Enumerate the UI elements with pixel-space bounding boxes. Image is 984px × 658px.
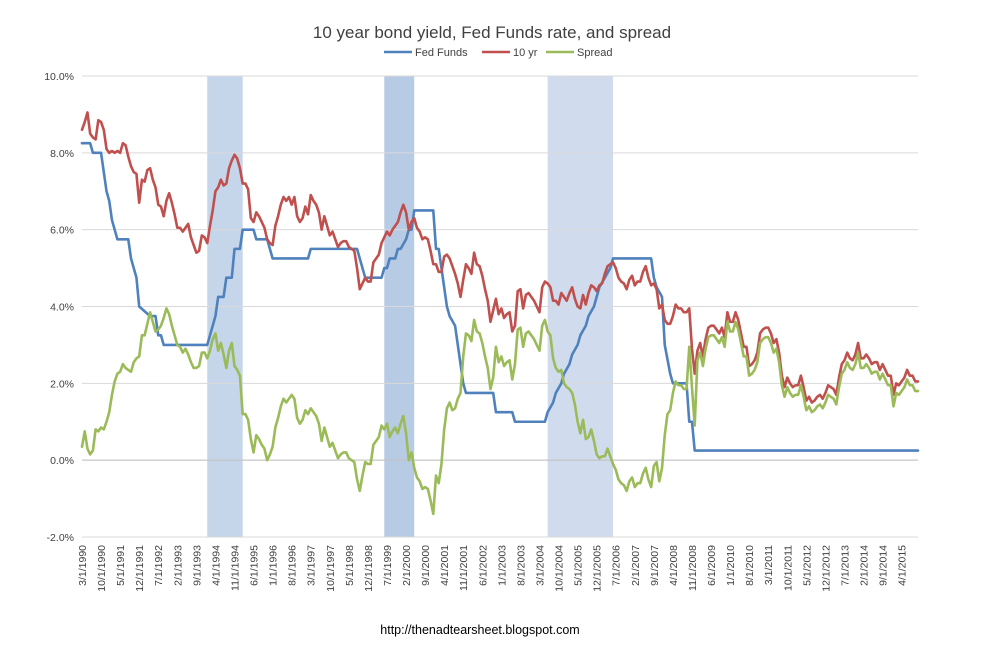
x-tick-label: 9/1/2000 bbox=[420, 545, 432, 586]
x-tick-label: 4/1/2015 bbox=[897, 545, 909, 586]
x-tick-label: 12/1/2012 bbox=[820, 545, 832, 592]
x-tick-label: 10/1/2011 bbox=[782, 545, 794, 591]
x-tick-label: 3/1/1997 bbox=[306, 545, 318, 586]
source-footer: http://thenadtearsheet.blogspot.com bbox=[380, 623, 579, 637]
x-tick-label: 8/1/2010 bbox=[744, 545, 756, 586]
x-tick-label: 2/1/2014 bbox=[859, 545, 871, 586]
y-tick-label: 2.0% bbox=[50, 378, 74, 390]
x-tick-label: 11/1/2008 bbox=[687, 545, 699, 591]
legend-label-spread: Spread bbox=[577, 47, 612, 59]
x-tick-label: 11/1/1994 bbox=[229, 545, 241, 591]
x-tick-labels: 3/1/1990 10/1/1990 5/1/1991 12/1/1991 7/1/19… bbox=[77, 545, 909, 592]
x-tick-label: 10/1/1997 bbox=[325, 545, 337, 592]
x-tick-label: 6/1/2009 bbox=[706, 545, 718, 586]
x-tick-label: 4/1/2001 bbox=[439, 545, 451, 586]
x-tick-label: 9/1/2007 bbox=[649, 545, 661, 586]
x-tick-label: 7/1/2006 bbox=[611, 545, 623, 586]
x-tick-label: 5/1/2012 bbox=[801, 545, 813, 586]
x-tick-label: 6/1/1995 bbox=[249, 545, 261, 586]
x-tick-label: 7/1/1999 bbox=[382, 545, 394, 586]
x-tick-label: 12/1/1991 bbox=[134, 545, 146, 592]
y-tick-labels: 10.0% 8.0% 6.0% 4.0% 2.0% 0.0% -2.0% bbox=[44, 71, 74, 544]
x-tick-label: 10/1/1990 bbox=[96, 545, 108, 592]
series-lines bbox=[80, 111, 920, 516]
x-tick-label: 6/1/2002 bbox=[477, 545, 489, 586]
x-tick-label: 1/1/2010 bbox=[725, 545, 737, 586]
x-tick-label: 12/1/2005 bbox=[592, 545, 604, 592]
x-tick-label: 1/1/2003 bbox=[496, 545, 508, 586]
x-tick-label: 2/1/1993 bbox=[172, 545, 184, 586]
x-tick-label: 3/1/1990 bbox=[77, 545, 89, 586]
x-tick-label: 9/1/2014 bbox=[878, 545, 890, 586]
y-tick-label: 6.0% bbox=[50, 225, 74, 237]
x-tick-label: 7/1/1992 bbox=[153, 545, 165, 586]
x-tick-label: 10/1/2004 bbox=[554, 545, 566, 592]
y-tick-label: 0.0% bbox=[50, 455, 74, 467]
y-tick-label: 8.0% bbox=[50, 148, 74, 160]
x-tick-label: 5/1/1991 bbox=[115, 545, 127, 586]
x-tick-label: 3/1/2004 bbox=[534, 545, 546, 586]
y-tick-label: 10.0% bbox=[44, 71, 74, 83]
x-tick-label: 12/1/1998 bbox=[363, 545, 375, 592]
chart-title: 10 year bond yield, Fed Funds rate, and … bbox=[313, 23, 671, 42]
series-line-fed-funds bbox=[80, 141, 920, 452]
x-tick-label: 2/1/2000 bbox=[401, 545, 413, 586]
x-tick-label: 7/1/2013 bbox=[839, 545, 851, 586]
x-tick-label: 4/1/2008 bbox=[668, 545, 680, 586]
legend: Fed Funds 10 yr Spread bbox=[384, 47, 612, 59]
x-tick-label: 4/1/1994 bbox=[210, 545, 222, 586]
x-tick-label: 5/1/1998 bbox=[344, 545, 356, 586]
legend-label-fed-funds: Fed Funds bbox=[415, 47, 468, 59]
series-line-spread bbox=[80, 307, 920, 516]
x-tick-label: 9/1/1993 bbox=[191, 545, 203, 586]
x-tick-label: 5/1/2005 bbox=[573, 545, 585, 586]
y-tick-label: 4.0% bbox=[50, 302, 74, 314]
legend-label-10-yr: 10 yr bbox=[513, 47, 538, 59]
x-tick-label: 2/1/2007 bbox=[630, 545, 642, 586]
x-tick-label: 1/1/1996 bbox=[268, 545, 280, 586]
x-tick-label: 11/1/2001 bbox=[458, 545, 470, 591]
x-tick-label: 3/1/2011 bbox=[763, 545, 775, 585]
x-tick-label: 8/1/2003 bbox=[515, 545, 527, 586]
y-tick-label: -2.0% bbox=[47, 532, 74, 544]
series-line-10-yr bbox=[80, 111, 920, 404]
x-tick-label: 8/1/1996 bbox=[287, 545, 299, 586]
